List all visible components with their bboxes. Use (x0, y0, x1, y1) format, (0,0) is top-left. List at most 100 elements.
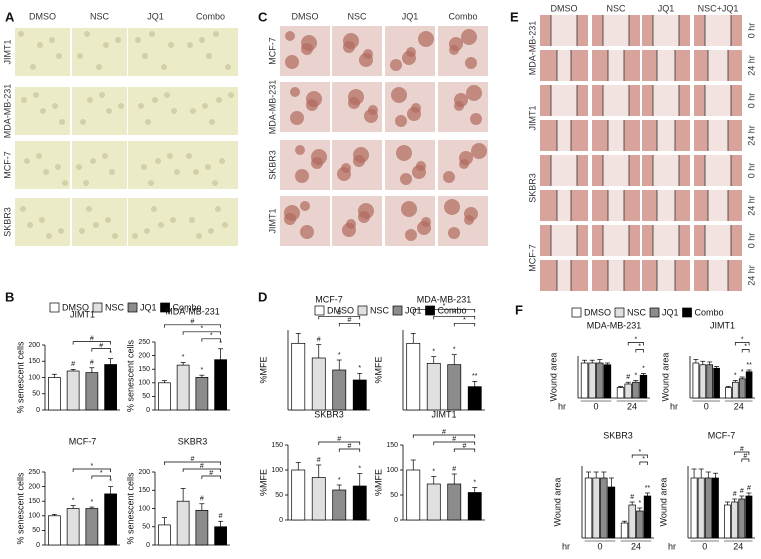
cell (56, 53, 62, 59)
significance-marker: * (72, 497, 75, 504)
sphere (400, 173, 412, 185)
bracket-label: * (634, 336, 637, 343)
cell (168, 42, 174, 48)
chart-title: SKBR3 (603, 430, 633, 440)
cell (170, 217, 176, 223)
y-tick-label: 150 (28, 498, 40, 505)
cell (135, 37, 141, 43)
bar (724, 504, 731, 539)
wound (551, 225, 577, 256)
legend-label: DMSO (584, 307, 611, 317)
wound (653, 155, 679, 186)
legend-label: NSC (627, 307, 647, 317)
sphere (363, 49, 373, 59)
bracket (91, 348, 111, 352)
sphere (395, 115, 407, 127)
row-label: SKBR3 (267, 150, 277, 180)
bracket (412, 308, 476, 313)
bracket (453, 448, 476, 452)
bar (447, 364, 462, 411)
panel-label: A (5, 9, 15, 24)
legend-swatch (49, 302, 60, 313)
sphere (390, 59, 402, 71)
wound (657, 260, 675, 291)
bracket-label: * (638, 449, 641, 456)
legend-label: DMSO (62, 302, 89, 312)
y-tick-label: 0 (394, 517, 398, 524)
significance-marker: # (626, 374, 630, 381)
wound (705, 15, 731, 46)
column-header: JQ1 (402, 11, 419, 21)
column-header: DMSO (292, 11, 319, 21)
chart-title: JIMT1 (710, 320, 735, 330)
bar (158, 524, 171, 546)
cell (112, 233, 118, 239)
sphere (418, 31, 434, 47)
bar (745, 495, 753, 539)
bar (195, 377, 209, 411)
y-tick-label: 0 (36, 542, 40, 549)
time-label: 0 hr (746, 23, 756, 39)
x-tick-label: 0 (704, 401, 709, 411)
cell (79, 228, 85, 234)
significance-marker: * (734, 372, 737, 379)
legend-swatch (649, 307, 660, 318)
cell (90, 158, 96, 164)
bar (176, 364, 190, 411)
cell (102, 153, 108, 159)
y-tick-label: 200 (138, 352, 150, 359)
column-header: JQ1 (147, 11, 164, 21)
cell (208, 228, 214, 234)
significance-marker: * (638, 500, 641, 507)
y-tick-label: 100 (138, 380, 150, 387)
legend-label: JQ1 (140, 302, 157, 312)
row-label: SKBR3 (527, 173, 537, 203)
bar (48, 377, 61, 411)
cell (36, 153, 42, 159)
bar (85, 508, 99, 546)
micrograph (280, 82, 330, 132)
sphere (311, 149, 327, 165)
panel-label: D (258, 289, 267, 304)
bar (731, 381, 739, 399)
cell (77, 53, 83, 59)
bracket (164, 324, 221, 328)
micrograph (128, 28, 183, 76)
sphere (306, 91, 322, 107)
cell (164, 92, 170, 98)
cell (24, 158, 30, 164)
wound (705, 155, 731, 186)
bar (607, 486, 616, 539)
sphere (300, 201, 310, 211)
x-tick-label: 0 (702, 541, 707, 551)
y-tick-label: 50 (142, 393, 150, 400)
bracket-label: # (442, 429, 446, 436)
chart-title: MCF-7 (708, 430, 736, 440)
bar (636, 510, 644, 539)
bracket-label: # (90, 335, 94, 342)
significance-marker: # (71, 361, 75, 368)
time-label: 24 hr (746, 55, 756, 76)
significance-marker: * (473, 479, 476, 486)
cell (215, 206, 221, 212)
bar (690, 477, 698, 539)
bracket-label: * (443, 303, 446, 310)
bar (104, 364, 117, 411)
sphere (284, 205, 300, 221)
cell (58, 228, 64, 234)
cell (84, 31, 90, 37)
y-axis-label: Wound area (548, 353, 558, 402)
cell (206, 53, 212, 59)
y-tick-label: 200 (28, 483, 40, 490)
bracket-label: * (210, 333, 213, 340)
sphere (471, 143, 487, 159)
legend-label: NSC (370, 305, 390, 315)
cell (155, 158, 161, 164)
sphere (406, 47, 416, 57)
bar (158, 382, 171, 411)
y-axis-label: % senescent cells (15, 341, 25, 414)
bracket-label: * (100, 470, 103, 477)
y-axis-label: Wound area (658, 478, 668, 527)
bracket (164, 461, 221, 465)
legend-swatch (357, 305, 368, 316)
